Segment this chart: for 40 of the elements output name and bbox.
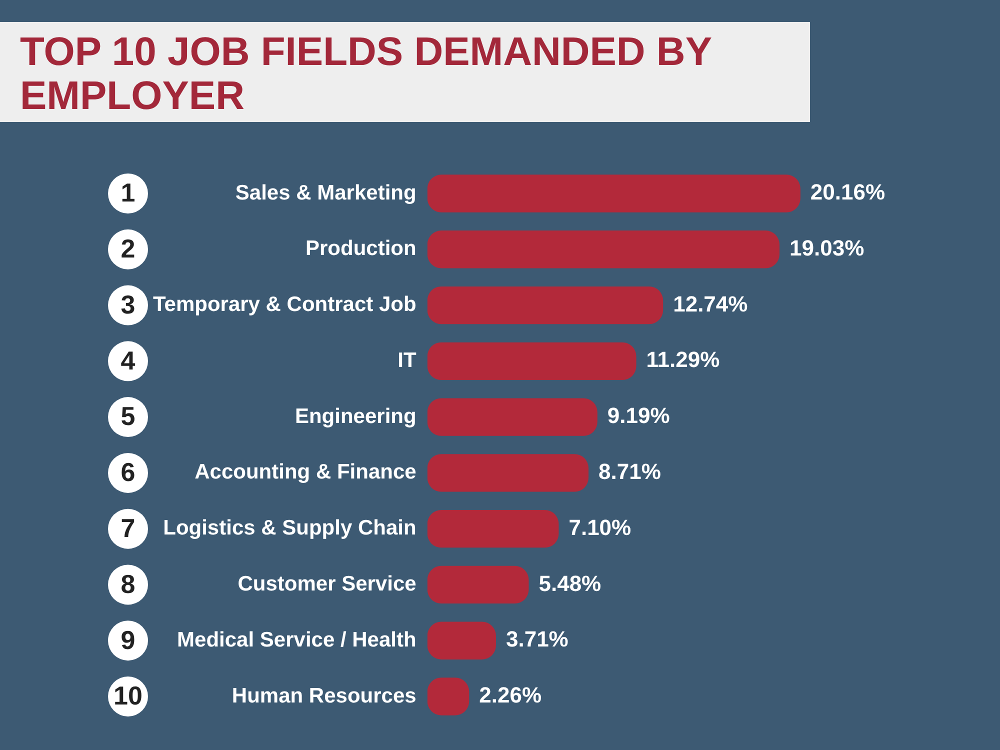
text: 4 <box>120 345 136 376</box>
data-label: 20.16% <box>810 180 886 205</box>
text: 3 <box>120 289 136 320</box>
chart-title: TOP 10 JOB FIELDS DEMANDED BY EMPLOYER <box>20 30 712 118</box>
bar <box>427 286 664 324</box>
data-label: 2.26% <box>479 682 542 708</box>
y-tick-label: Production <box>305 237 416 260</box>
y-tick-label: Temporary & Contract Job <box>152 293 416 316</box>
bar <box>427 566 529 604</box>
y-tick-label: IT <box>398 348 416 372</box>
y-tick-label: Engineering <box>294 404 416 428</box>
data-label: 9.19% <box>607 403 670 428</box>
data-label: 11.29% <box>646 347 720 372</box>
bar <box>427 398 598 436</box>
data-label: 5.48% <box>538 570 602 596</box>
y-tick-label: Human Resources <box>232 684 416 708</box>
y-tick-label: Customer Service <box>238 572 416 596</box>
text: 6 <box>120 457 136 488</box>
data-label: 3.71% <box>506 626 568 652</box>
bar <box>427 342 636 380</box>
text: 10 <box>114 680 142 711</box>
text: 1 <box>120 178 136 208</box>
y-tick-label: Medical Service / Health <box>177 628 416 652</box>
y-tick-label: Accounting & Finance <box>194 460 416 484</box>
data-label: 12.74% <box>673 291 748 316</box>
bar <box>427 454 589 492</box>
data-label: 19.03% <box>790 235 864 260</box>
data-label: 7.10% <box>568 514 632 540</box>
y-tick-label: Logistics & Supply Chain <box>163 516 416 540</box>
y-tick-label: Sales & Marketing <box>235 181 416 204</box>
text: 2 <box>120 234 136 264</box>
text: 5 <box>120 401 136 432</box>
bar <box>427 174 800 212</box>
text: 8 <box>120 568 136 599</box>
data-label: 8.71% <box>598 459 661 484</box>
bar <box>427 622 496 660</box>
text: 9 <box>120 624 136 655</box>
bar <box>427 230 780 268</box>
bar <box>427 510 559 548</box>
text: 7 <box>120 512 136 543</box>
